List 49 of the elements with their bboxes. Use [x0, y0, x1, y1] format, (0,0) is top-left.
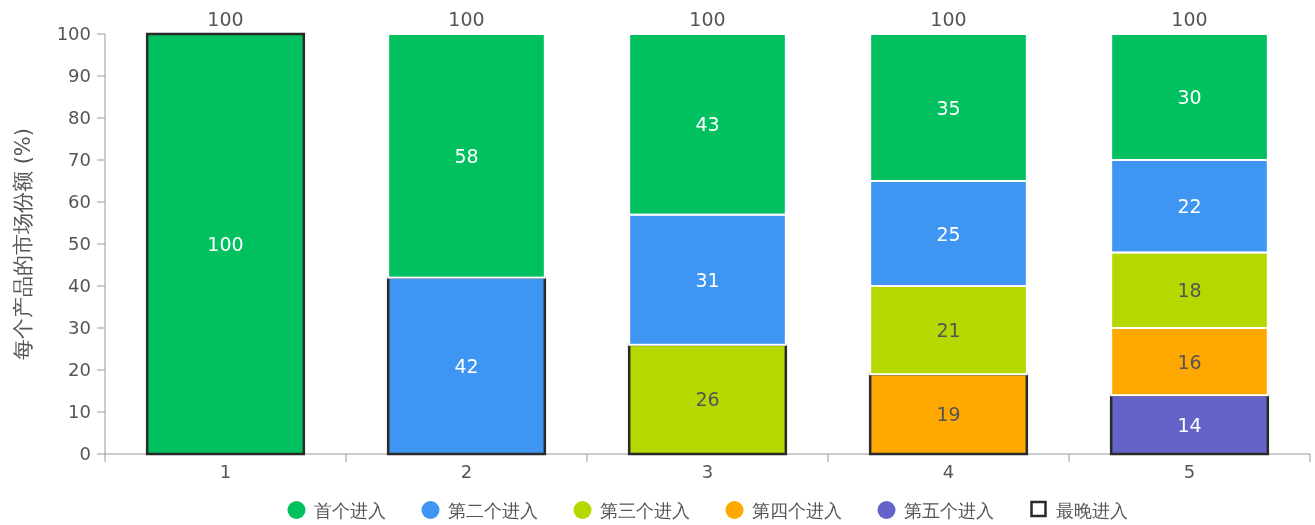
bar [386, 276, 547, 456]
data-label: 30 [1177, 86, 1202, 108]
y-tick-label: 20 [68, 359, 91, 380]
total-label: 100 [689, 8, 726, 30]
y-axis-title: 每个产品的市场份额 (%) [11, 127, 35, 361]
data-label: 26 [695, 388, 720, 411]
bar [145, 32, 306, 456]
data-label: 21 [936, 319, 961, 342]
data-label: 18 [1177, 279, 1202, 302]
x-tick-label: 2 [460, 461, 473, 482]
data-label: 19 [936, 403, 961, 426]
data-label: 31 [695, 268, 720, 291]
y-tick-label: 80 [68, 107, 91, 128]
legend-label: 第五个进入 [903, 500, 994, 521]
x-tick-label: 5 [1183, 461, 1196, 482]
y-tick-label: 100 [56, 23, 91, 44]
legend-label: 最晚进入 [1055, 500, 1128, 521]
bar [387, 33, 546, 279]
x-tick-label: 4 [942, 461, 955, 482]
y-tick-label: 70 [68, 149, 91, 170]
data-label: 35 [936, 96, 961, 119]
y-tick-label: 10 [68, 401, 91, 422]
bar [627, 343, 788, 456]
legend-label: 第三个进入 [599, 500, 690, 521]
bar [868, 372, 1029, 456]
total-label: 100 [207, 8, 244, 30]
legend-label: 第四个进入 [751, 500, 842, 521]
x-tick-label: 1 [219, 461, 232, 482]
data-label: 16 [1177, 350, 1202, 373]
data-label: 14 [1177, 413, 1202, 436]
total-label: 100 [448, 8, 485, 30]
y-tick-label: 60 [68, 191, 91, 212]
data-label: 25 [936, 222, 961, 245]
data-label: 43 [695, 113, 720, 136]
total-label: 100 [1171, 8, 1208, 30]
y-tick-label: 40 [68, 275, 91, 296]
data-label: 100 [207, 233, 244, 255]
bar [1109, 393, 1270, 456]
y-tick-label: 30 [68, 317, 91, 338]
data-label: 42 [454, 354, 479, 377]
y-tick-label: 90 [68, 65, 91, 86]
x-tick-label: 3 [701, 461, 714, 482]
data-label: 22 [1177, 195, 1202, 218]
total-label: 100 [930, 8, 967, 30]
y-tick-label: 50 [68, 233, 91, 254]
data-label: 58 [454, 144, 479, 167]
legend-label: 第二个进入 [447, 500, 538, 521]
y-tick-label: 0 [79, 443, 91, 464]
legend-label: 首个进入 [313, 500, 386, 521]
